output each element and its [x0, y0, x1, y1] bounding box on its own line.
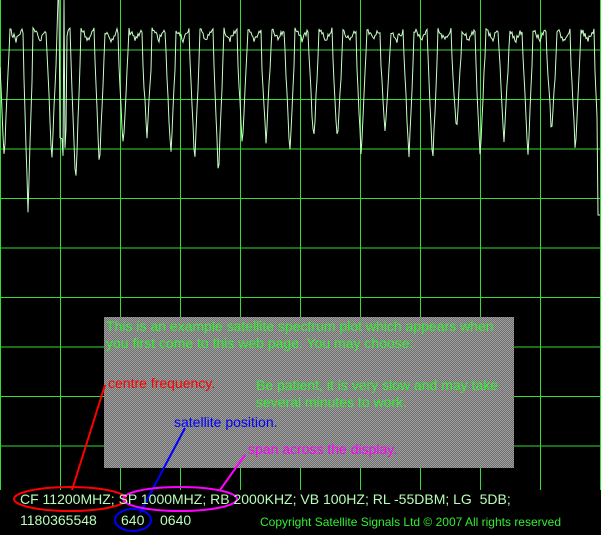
status-sp: SP 1000MHZ; — [118, 491, 207, 507]
note-centre: centre frequency. — [108, 375, 216, 391]
note-intro: This is an example satellite spectrum pl… — [106, 318, 494, 351]
status-cf: CF 11200MHZ; — [20, 491, 115, 507]
copyright: Copyright Satellite Signals Ltd © 2007 A… — [260, 515, 562, 529]
note-span: span across the display. — [248, 441, 398, 457]
status-id: 1180365548 — [20, 512, 97, 528]
pointer-line — [139, 427, 186, 514]
status-code: 0640 — [160, 512, 192, 528]
note-patience: Be patient, it is very slow and may take… — [256, 377, 498, 410]
spectrum-trace — [0, 0, 600, 216]
highlight-ellipse — [114, 508, 152, 532]
status-line: CF 11200MHZ; SP 1000MHZ; RB 2000KHZ; VB … — [20, 491, 511, 508]
status-position: 640 — [121, 512, 145, 528]
note-position: satellite position. — [174, 414, 278, 430]
status-rest: RB 2000KHZ; VB 100HZ; RL -55DBM; LG 5DB; — [210, 491, 511, 507]
highlight-ellipse — [122, 486, 238, 512]
pointer-line — [219, 454, 246, 491]
note-box — [104, 317, 514, 468]
highlight-ellipse — [13, 486, 127, 512]
pointer-line — [71, 384, 106, 491]
